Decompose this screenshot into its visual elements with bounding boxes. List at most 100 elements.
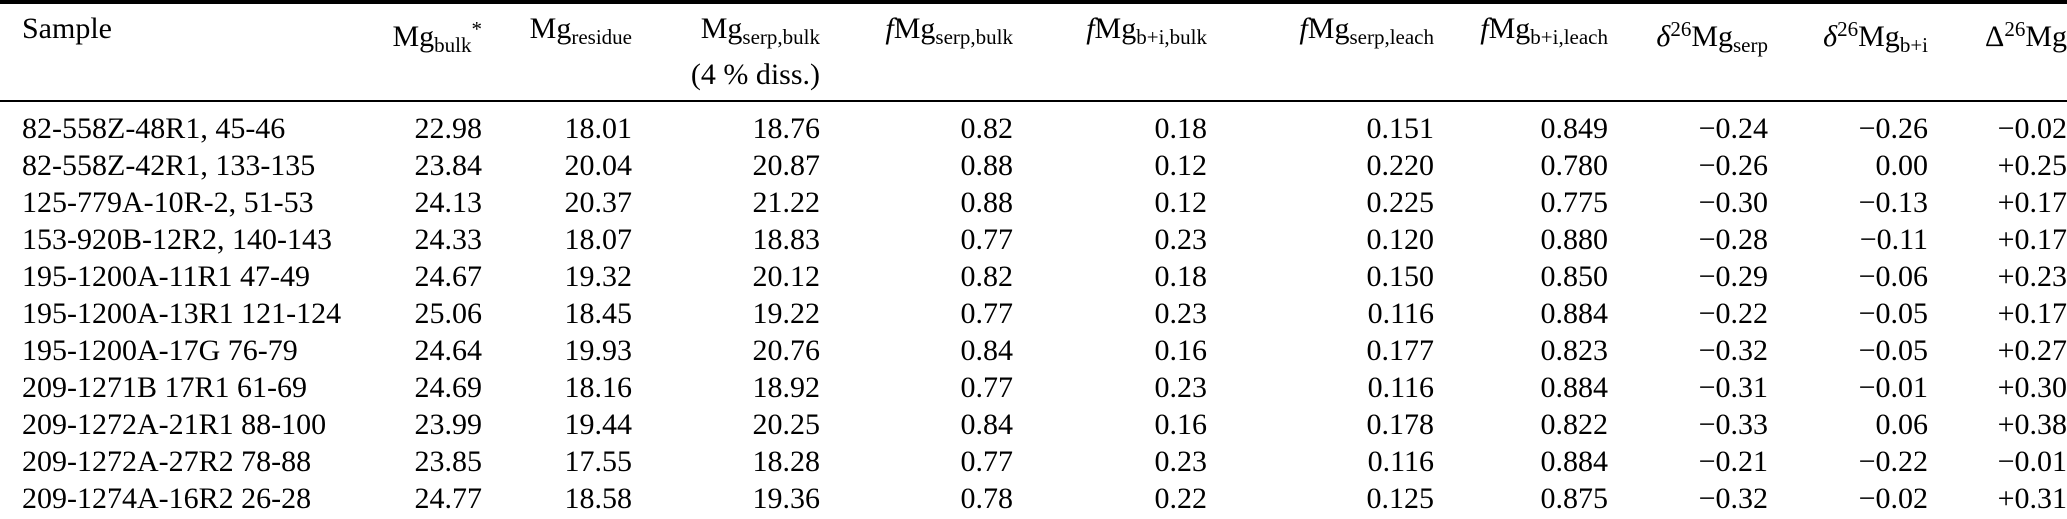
- value-cell-f-mg-bi-leach: 0.875: [1540, 482, 1609, 515]
- value-cell-delta26mg: +0.23: [1997, 260, 2067, 293]
- value-cell-d26mg-bi: −0.01: [1858, 371, 1928, 404]
- value-cell-mg-bulk: 24.64: [414, 334, 483, 367]
- value-cell-delta26mg: +0.31: [1997, 482, 2067, 515]
- value-cell-mg-serp-bulk: 20.25: [752, 408, 821, 441]
- value-cell-f-mg-bi-bulk: 0.18: [1154, 260, 1208, 293]
- value-cell-mg-serp-bulk: 20.12: [752, 260, 821, 293]
- value-cell-delta26mg: +0.17: [1997, 186, 2067, 219]
- header-label-part: serp,leach: [1349, 25, 1434, 49]
- value-cell-f-mg-serp-bulk: 0.84: [960, 408, 1014, 441]
- value-cell-f-mg-serp-bulk: 0.77: [960, 371, 1014, 404]
- table-row: 153-920B-12R2, 140-143 24.33 18.07 18.83 0.7…: [0, 221, 2067, 258]
- sample-cell: 125-779A-10R-2, 51-53: [22, 186, 314, 219]
- value-cell-delta26mg: +0.17: [1997, 223, 2067, 256]
- value-cell-mg-residue: 19.32: [564, 260, 633, 293]
- value-cell-f-mg-serp-bulk: 0.88: [960, 149, 1014, 182]
- sample-cell: 195-1200A-17G 76-79: [22, 334, 298, 367]
- value-cell-f-mg-bi-bulk: 0.22: [1154, 482, 1208, 515]
- table-row: 195-1200A-17G 76-79 24.64 19.93 20.76 0.84 0.…: [0, 332, 2067, 369]
- value-cell-f-mg-serp-leach: 0.177: [1366, 334, 1435, 367]
- header-label-part: serp,bulk: [742, 25, 820, 49]
- value-cell-f-mg-serp-bulk: 0.77: [960, 445, 1014, 478]
- value-cell-mg-serp-bulk: 19.22: [752, 297, 821, 330]
- table-row: 209-1274A-16R2 26-28 24.77 18.58 19.36 0.78 0…: [0, 480, 2067, 519]
- header-label-part: Δ: [1985, 20, 2005, 53]
- value-cell-mg-residue: 19.93: [564, 334, 633, 367]
- sample-cell: 195-1200A-11R1 47-49: [22, 260, 311, 293]
- header-label-part: b+i,leach: [1530, 25, 1608, 49]
- value-cell-f-mg-bi-bulk: 0.12: [1154, 149, 1208, 182]
- header-label-part: f: [1086, 12, 1095, 45]
- header-label-part: serp: [1733, 33, 1768, 57]
- value-cell-f-mg-serp-leach: 0.150: [1366, 260, 1435, 293]
- value-cell-delta26mg: +0.27: [1997, 334, 2067, 367]
- value-cell-f-mg-bi-leach: 0.884: [1540, 297, 1609, 330]
- header-label-part: b+i: [1899, 33, 1928, 57]
- value-cell-mg-residue: 18.07: [564, 223, 633, 256]
- value-cell-f-mg-serp-leach: 0.225: [1366, 186, 1435, 219]
- value-cell-f-mg-bi-leach: 0.884: [1540, 371, 1609, 404]
- header-cell-f-mg-bi-bulk: fMgb+i,bulk: [1013, 2, 1207, 102]
- value-cell-d26mg-bi: −0.26: [1858, 112, 1928, 145]
- header-cell-mg-residue: Mgresidue: [482, 2, 632, 102]
- sample-cell: 82-558Z-48R1, 45-46: [22, 112, 286, 145]
- header-cell-f-mg-serp-bulk: fMgserp,bulk: [820, 2, 1013, 102]
- table-row: 195-1200A-13R1 121-124 25.06 18.45 19.22 0.7…: [0, 295, 2067, 332]
- value-cell-f-mg-serp-bulk: 0.82: [960, 260, 1014, 293]
- header-label-part: 26: [1670, 17, 1692, 41]
- header-cell-delta26mg: Δ26Mg: [1928, 2, 2067, 102]
- value-cell-f-mg-serp-leach: 0.120: [1366, 223, 1435, 256]
- value-cell-f-mg-bi-bulk: 0.23: [1154, 223, 1208, 256]
- value-cell-d26mg-serp: −0.33: [1698, 408, 1768, 441]
- value-cell-d26mg-serp: −0.26: [1698, 149, 1768, 182]
- value-cell-d26mg-bi: −0.22: [1858, 445, 1928, 478]
- value-cell-mg-bulk: 23.99: [414, 408, 483, 441]
- header-label-part: Mg: [1858, 20, 1900, 53]
- value-cell-mg-bulk: 24.33: [414, 223, 483, 256]
- value-cell-mg-serp-bulk: 18.76: [752, 112, 821, 145]
- value-cell-d26mg-serp: −0.32: [1698, 334, 1768, 367]
- value-cell-f-mg-serp-bulk: 0.77: [960, 297, 1014, 330]
- value-cell-delta26mg: +0.38: [1997, 408, 2067, 441]
- value-cell-d26mg-serp: −0.31: [1698, 371, 1768, 404]
- value-cell-f-mg-bi-bulk: 0.16: [1154, 408, 1208, 441]
- value-cell-f-mg-bi-leach: 0.775: [1540, 186, 1609, 219]
- value-cell-mg-serp-bulk: 18.28: [752, 445, 821, 478]
- value-cell-f-mg-bi-leach: 0.884: [1540, 445, 1609, 478]
- header-cell-mg-serp-bulk: Mgserp,bulk (4 % diss.): [632, 2, 820, 102]
- value-cell-f-mg-bi-bulk: 0.23: [1154, 297, 1208, 330]
- value-cell-d26mg-serp: −0.29: [1698, 260, 1768, 293]
- value-cell-mg-serp-bulk: 18.92: [752, 371, 821, 404]
- value-cell-f-mg-serp-leach: 0.116: [1367, 297, 1434, 330]
- value-cell-mg-bulk: 23.84: [414, 149, 483, 182]
- sample-cell: 209-1272A-27R2 78-88: [22, 445, 312, 478]
- table-row: 195-1200A-11R1 47-49 24.67 19.32 20.12 0.82 0…: [0, 258, 2067, 295]
- header-label-part: Mg: [1307, 12, 1350, 45]
- value-cell-f-mg-serp-bulk: 0.78: [960, 482, 1014, 515]
- value-cell-d26mg-bi: 0.06: [1875, 408, 1929, 441]
- header-label-part: Mg: [893, 12, 936, 45]
- header-row: Sample Mgbulk* Mgresidue Mgserp,bulk (4 % di…: [0, 2, 2067, 102]
- header-label-part: Mg: [1488, 12, 1531, 45]
- value-cell-mg-residue: 20.04: [564, 149, 633, 182]
- header-label-part: bulk: [434, 33, 472, 57]
- sample-cell: 209-1271B 17R1 61-69: [22, 371, 307, 404]
- header-label-part: residue: [571, 25, 632, 49]
- value-cell-mg-bulk: 24.13: [414, 186, 483, 219]
- value-cell-f-mg-bi-leach: 0.822: [1540, 408, 1609, 441]
- header-label-part: Mg: [1094, 12, 1137, 45]
- value-cell-f-mg-bi-leach: 0.849: [1540, 112, 1609, 145]
- value-cell-f-mg-serp-bulk: 0.77: [960, 223, 1014, 256]
- value-cell-f-mg-serp-leach: 0.116: [1367, 445, 1434, 478]
- header-label-part: Sample: [22, 12, 112, 45]
- sample-cell: 209-1272A-21R1 88-100: [22, 408, 327, 441]
- header-label-part: Mg: [392, 20, 435, 53]
- value-cell-mg-residue: 18.16: [564, 371, 633, 404]
- value-cell-d26mg-serp: −0.28: [1698, 223, 1768, 256]
- header-label-part: 26: [1837, 17, 1859, 41]
- value-cell-f-mg-serp-leach: 0.116: [1367, 371, 1434, 404]
- value-cell-mg-bulk: 25.06: [414, 297, 483, 330]
- value-cell-delta26mg: +0.17: [1997, 297, 2067, 330]
